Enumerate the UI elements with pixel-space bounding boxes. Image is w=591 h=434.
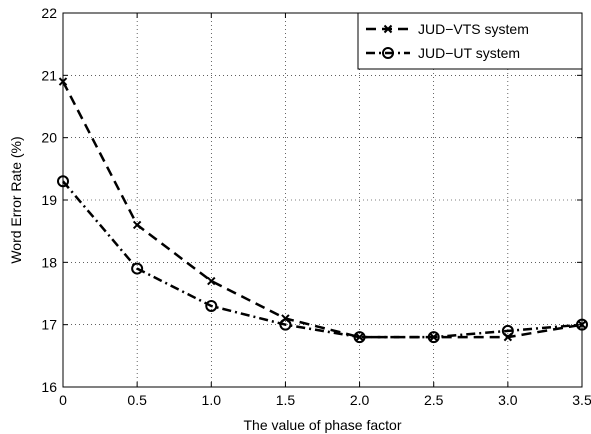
y-tick-label: 18 [41, 254, 57, 270]
x-tick-label: 2.0 [350, 392, 370, 408]
x-tick-label: 3.0 [498, 392, 518, 408]
marker-stroke [383, 24, 393, 34]
data-point [132, 220, 142, 230]
x-axis-title: The value of phase factor [244, 417, 402, 433]
data-point [131, 262, 144, 275]
x-tick-label: 0 [59, 392, 67, 408]
marker-stroke [207, 276, 216, 286]
series-jud-ut [57, 175, 588, 344]
x-tick-label: 2.5 [424, 392, 444, 408]
legend-box [357, 12, 583, 70]
legend: JUD−VTS system JUD−UT system [357, 12, 583, 70]
y-tick-label: 16 [41, 379, 57, 395]
legend-item: JUD−UT system [366, 45, 520, 61]
data-point [576, 318, 588, 331]
data-point [58, 77, 68, 86]
data-point [501, 324, 514, 337]
legend-items: JUD−VTS system JUD−UT system [366, 21, 529, 61]
y-tick-label: 22 [41, 5, 57, 21]
data-point [205, 299, 218, 312]
y-tick-label: 17 [41, 317, 57, 333]
legend-label: JUD−UT system [418, 45, 520, 61]
series-line [62, 180, 583, 339]
data-point [207, 276, 216, 286]
marker-stroke [58, 77, 68, 86]
y-tick-label: 19 [41, 192, 57, 208]
legend-label: JUD−VTS system [418, 21, 529, 37]
data-point [57, 175, 69, 188]
x-tick-label: 1.5 [276, 392, 296, 408]
series-layer [57, 77, 588, 344]
x-tick-label: 1.0 [202, 392, 222, 408]
legend-item: JUD−VTS system [366, 21, 529, 37]
y-axis-title: Word Error Rate (%) [8, 136, 24, 263]
legend-marker [383, 24, 393, 34]
legend-marker [382, 47, 394, 59]
data-point [353, 331, 366, 344]
data-point [427, 331, 440, 344]
y-tick-label: 20 [41, 130, 57, 146]
x-tick-label: 3.5 [572, 392, 591, 408]
y-tick-label: 21 [41, 67, 57, 83]
grid-lines [63, 13, 582, 387]
x-tick-label: 0.5 [127, 392, 147, 408]
series-line [61, 80, 583, 339]
marker-stroke [132, 220, 142, 230]
data-point [279, 318, 292, 331]
axis-ticks: 0 0.5 1.0 1.5 2.0 2.5 3.0 3.5 16 17 18 19 20 21 22 [41, 5, 591, 408]
